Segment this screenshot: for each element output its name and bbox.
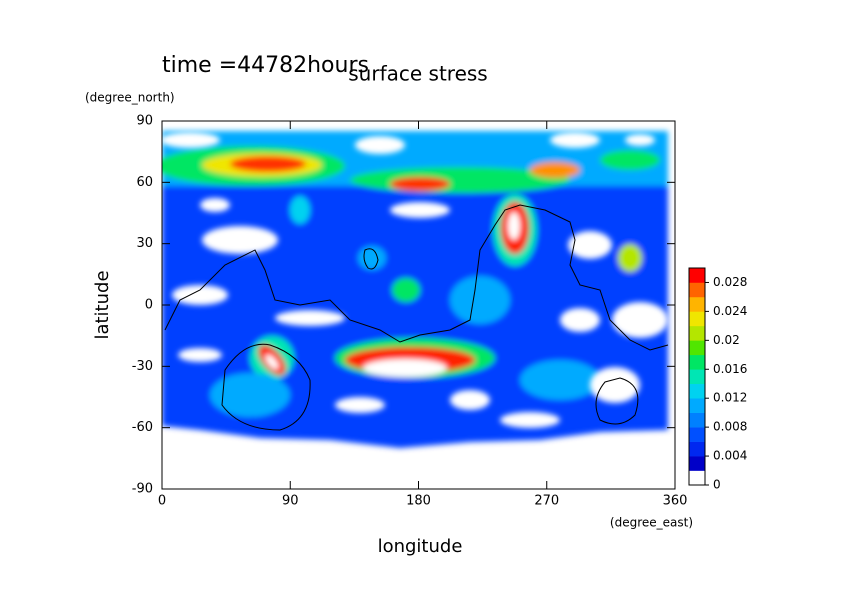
colorbar-swatch bbox=[689, 441, 705, 457]
colorbar-tick-label: 0.02 bbox=[713, 333, 740, 347]
colorbar-swatch bbox=[689, 282, 705, 298]
colorbar-swatch bbox=[689, 296, 705, 312]
colorbar-tick-label: 0.004 bbox=[713, 449, 747, 463]
contour-field bbox=[162, 131, 669, 448]
annotation: time =44782hours bbox=[162, 53, 369, 78]
chart-title: surface stress bbox=[348, 62, 487, 86]
y-units: (degree_north) bbox=[85, 91, 175, 105]
colorbar-swatch bbox=[689, 470, 705, 486]
colorbar-swatch bbox=[689, 325, 705, 341]
y-axis-label: latitude bbox=[92, 270, 113, 339]
x-tick-label: 0 bbox=[158, 494, 166, 509]
x-tick-label: 90 bbox=[282, 494, 299, 509]
colorbar-swatch bbox=[689, 398, 705, 413]
colorbar-swatch bbox=[689, 427, 705, 442]
colorbar-tick-label: 0.028 bbox=[713, 275, 747, 289]
colorbar: 0 0.004 0.008 0.012 0.016 0.02 0.024 0.028 bbox=[688, 267, 747, 492]
y-tick-label: -30 bbox=[132, 359, 153, 374]
colorbar-swatch bbox=[689, 412, 705, 428]
axes: 0 90 180 270 360 -90 -60 -30 0 30 60 90 bbox=[132, 114, 688, 509]
colorbar-swatch bbox=[689, 268, 705, 283]
y-tick-label: 90 bbox=[136, 114, 153, 129]
y-tick-label: -90 bbox=[132, 482, 153, 497]
colorbar-swatch bbox=[689, 383, 705, 399]
x-tick-label: 180 bbox=[406, 494, 431, 509]
y-tick-label: 30 bbox=[136, 236, 153, 251]
colorbar-tick-label: 0.008 bbox=[713, 420, 747, 434]
colorbar-tick-label: 0.012 bbox=[713, 391, 747, 405]
y-tick-label: -60 bbox=[132, 420, 153, 435]
colorbar-swatch bbox=[689, 340, 705, 356]
colorbar-swatch bbox=[689, 311, 705, 327]
x-tick-label: 270 bbox=[534, 494, 559, 509]
colorbar-frame bbox=[688, 267, 706, 486]
colorbar-tick-label: 0.016 bbox=[713, 362, 747, 376]
y-tick-label: 0 bbox=[145, 298, 153, 313]
colorbar-tick-label: 0 bbox=[713, 478, 721, 492]
colorbar-tick-label: 0.024 bbox=[713, 304, 747, 318]
x-tick-label: 360 bbox=[663, 494, 688, 509]
colorbar-swatch bbox=[689, 456, 705, 471]
x-axis-label: longitude bbox=[378, 536, 463, 557]
colorbar-swatch bbox=[689, 354, 705, 370]
colorbar-swatch bbox=[689, 369, 705, 385]
y-tick-label: 60 bbox=[136, 175, 153, 190]
x-units: (degree_east) bbox=[610, 516, 693, 530]
